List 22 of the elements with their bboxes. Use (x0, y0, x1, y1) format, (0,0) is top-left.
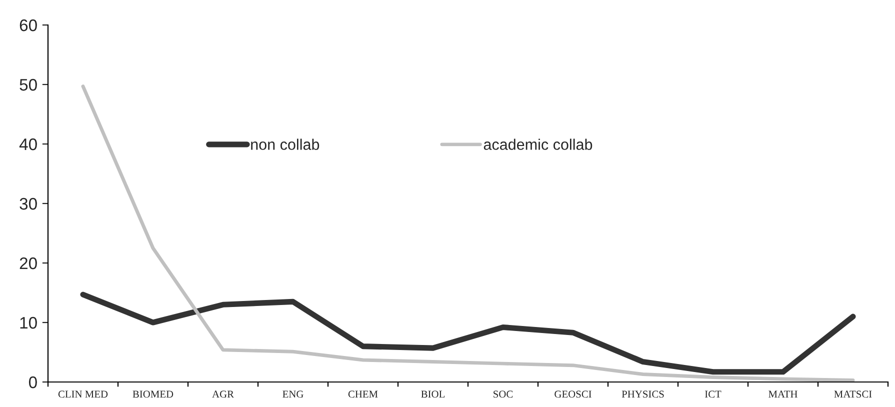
x-tick-label: BIOMED (132, 390, 174, 398)
x-tick-label: CLIN MED (58, 390, 108, 398)
x-tick-label: ICT (704, 390, 722, 398)
y-tick-label: 10 (20, 316, 37, 329)
x-tick-label: BIOL (421, 390, 445, 398)
y-tick-label: 50 (20, 78, 37, 91)
x-tick-label: AGR (212, 390, 234, 398)
x-tick-label: CHEM (348, 390, 378, 398)
legend-label: non collab (251, 138, 320, 150)
y-tick-label: 40 (19, 138, 37, 150)
legend-label: academic collab (484, 138, 592, 150)
x-tick-label: MATH (768, 390, 798, 398)
x-tick-label: GEOSCI (554, 390, 592, 398)
x-tick-label: SOC (494, 390, 513, 398)
line-series (81, 84, 855, 382)
y-tick-label: 30 (20, 198, 37, 210)
x-tick-label: MATSCI (834, 390, 872, 398)
x-tick-label: PHYSICS (622, 390, 664, 398)
y-tick-label: 20 (20, 257, 37, 270)
x-tick-label: ENG (282, 390, 304, 398)
y-tick-label: 60 (20, 19, 37, 32)
y-tick-label: 0 (28, 376, 37, 388)
